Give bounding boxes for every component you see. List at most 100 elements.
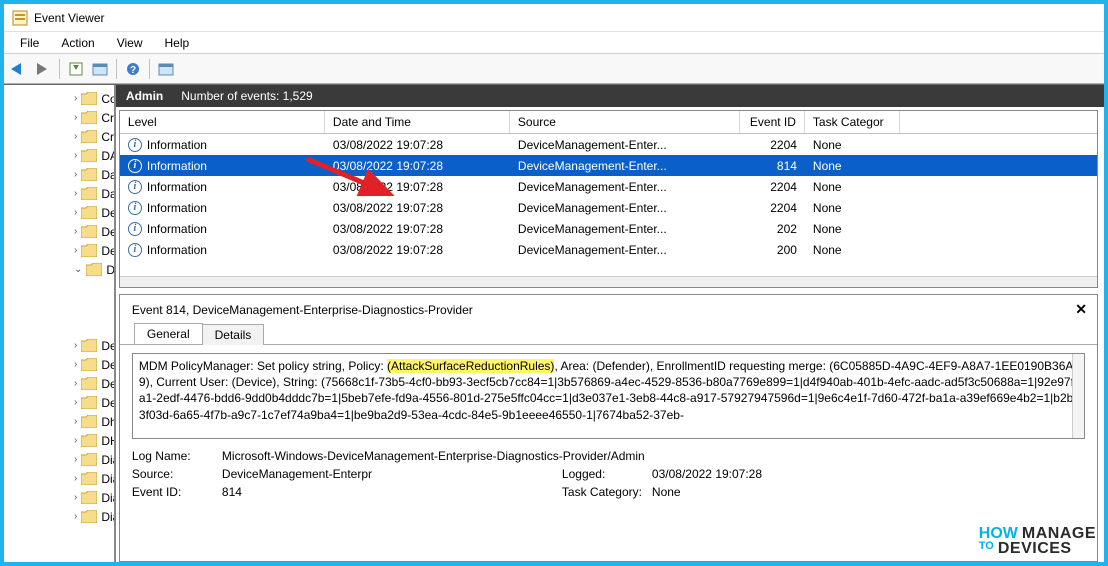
tree-item-autopilot[interactable]: Autopilot	[4, 298, 114, 317]
msg-pre: MDM PolicyManager: Set policy string, Po…	[139, 359, 387, 373]
prop-eventid-v: 814	[222, 485, 562, 499]
toolbar-separator	[116, 59, 117, 79]
tree-item-deviceguard[interactable]: ›DeviceGuard	[4, 241, 114, 260]
col-task[interactable]: Task Categor	[805, 111, 900, 133]
chevron-right-icon[interactable]: ›	[74, 416, 77, 427]
chevron-right-icon[interactable]: ›	[74, 397, 77, 408]
prop-taskcat-v: None	[652, 485, 812, 499]
folder-icon	[81, 225, 97, 239]
tree-item-deviceupdateagent[interactable]: ›DeviceUpdateAgent	[4, 393, 114, 412]
tab-details[interactable]: Details	[202, 324, 265, 345]
tree-item-label: Crypto-DPAPI	[101, 111, 116, 125]
tree-item-label: DeviceSetupManager	[101, 358, 116, 372]
event-message: MDM PolicyManager: Set policy string, Po…	[132, 353, 1085, 439]
tree-item-desired-state-configuration[interactable]: ›Desired State Configuration	[4, 222, 114, 241]
event-date: 03/08/2022 19:07:28	[325, 222, 510, 236]
event-row[interactable]: iInformation03/08/2022 19:07:28DeviceMan…	[120, 134, 1097, 155]
chevron-right-icon[interactable]: ›	[74, 492, 77, 503]
tree-item-dhcp-client[interactable]: ›Dhcp-Client	[4, 412, 114, 431]
toolbar-separator	[149, 59, 150, 79]
tree-pane[interactable]: ›CorruptedFileRecovery-Server›Crypto-DPA…	[4, 85, 116, 562]
horizontal-scrollbar[interactable]	[120, 276, 1097, 287]
help-icon[interactable]: ?	[122, 58, 144, 80]
chevron-right-icon[interactable]: ›	[74, 473, 77, 484]
prop-source-k: Source:	[132, 467, 222, 481]
event-list[interactable]: Level Date and Time Source Event ID Task…	[119, 110, 1098, 288]
event-row[interactable]: iInformation03/08/2022 19:07:28DeviceMan…	[120, 176, 1097, 197]
event-row[interactable]: iInformation03/08/2022 19:07:28DeviceMan…	[120, 155, 1097, 176]
admin-title: Admin	[126, 89, 163, 103]
properties-icon[interactable]	[89, 58, 111, 80]
refresh-action-icon[interactable]	[65, 58, 87, 80]
filter-icon[interactable]	[155, 58, 177, 80]
folder-icon	[86, 263, 102, 277]
tree-item-devicesetupmanager[interactable]: › DeviceSetupManager	[4, 355, 114, 374]
event-id: 814	[740, 159, 805, 173]
event-list-header[interactable]: Level Date and Time Source Event ID Task…	[120, 111, 1097, 134]
prop-taskcat-k: Task Category:	[562, 485, 652, 499]
chevron-right-icon[interactable]: ›	[74, 131, 77, 142]
chevron-right-icon[interactable]: ›	[74, 511, 77, 522]
chevron-right-icon[interactable]: ›	[74, 169, 77, 180]
tree-item-diagnosis-scheduled[interactable]: ›Diagnosis-Scheduled	[4, 507, 114, 526]
tree-item-diagnosis-pcw[interactable]: ›Diagnosis-PCW	[4, 469, 114, 488]
tab-general[interactable]: General	[134, 323, 203, 344]
col-eventid[interactable]: Event ID	[740, 111, 805, 133]
chevron-right-icon[interactable]: ›	[74, 188, 77, 199]
tree-item-crypto-dpapi[interactable]: › Crypto-DPAPI	[4, 108, 114, 127]
tree-item-dhcpv6-client[interactable]: ›DHCPv6-Client	[4, 431, 114, 450]
chevron-right-icon[interactable]: ›	[74, 378, 77, 389]
tree-item-deduplication[interactable]: ›Deduplication	[4, 203, 114, 222]
back-icon[interactable]	[8, 58, 30, 80]
col-level[interactable]: Level	[120, 111, 325, 133]
tree-item-admin[interactable]: Admin	[4, 279, 114, 298]
chevron-right-icon[interactable]: ›	[74, 245, 77, 256]
chevron-right-icon[interactable]: ›	[74, 340, 77, 351]
event-row[interactable]: iInformation03/08/2022 19:07:28DeviceMan…	[120, 239, 1097, 260]
chevron-right-icon[interactable]: ›	[74, 207, 77, 218]
tree-item-devicemanagement-enterprise-diagnostic[interactable]: ⌄DeviceManagement-Enterprise-Diagnostic	[4, 260, 114, 279]
menu-help[interactable]: Help	[155, 34, 200, 52]
menu-file[interactable]: File	[10, 34, 49, 52]
event-row[interactable]: iInformation03/08/2022 19:07:28DeviceMan…	[120, 218, 1097, 239]
tree-item-label: DateTimeControlPanel	[101, 187, 116, 201]
tree-item-corruptedfilerecovery-server[interactable]: ›CorruptedFileRecovery-Server	[4, 89, 114, 108]
tree-item-dal-provider[interactable]: ›DAL-Provider	[4, 146, 114, 165]
chevron-right-icon[interactable]: ›	[74, 150, 77, 161]
chevron-right-icon[interactable]: ›	[74, 454, 77, 465]
menu-view[interactable]: View	[107, 34, 153, 52]
col-source[interactable]: Source	[510, 111, 740, 133]
chevron-down-icon[interactable]: ⌄	[74, 264, 82, 275]
vertical-scrollbar[interactable]	[1072, 354, 1084, 438]
folder-icon	[81, 396, 97, 410]
folder-icon	[81, 377, 97, 391]
chevron-right-icon[interactable]: ›	[74, 359, 77, 370]
prop-logged-v: 03/08/2022 19:07:28	[652, 467, 812, 481]
event-level: Information	[147, 222, 207, 236]
chevron-right-icon[interactable]: ›	[74, 93, 77, 104]
tree-item-dataintegrityscan[interactable]: ›DataIntegrityScan	[4, 165, 114, 184]
tree-item-datetimecontrolpanel[interactable]: › DateTimeControlPanel	[4, 184, 114, 203]
tree-item-devices-background[interactable]: ›Devices-Background	[4, 336, 114, 355]
chevron-right-icon[interactable]: ›	[74, 226, 77, 237]
chevron-right-icon[interactable]: ›	[74, 435, 77, 446]
col-date[interactable]: Date and Time	[325, 111, 510, 133]
tree-item-operational[interactable]: Operational	[4, 317, 114, 336]
forward-icon[interactable]	[32, 58, 54, 80]
folder-icon	[81, 206, 97, 220]
tree-item-devicesync[interactable]: ›DeviceSync	[4, 374, 114, 393]
window-title: Event Viewer	[34, 11, 104, 25]
close-icon[interactable]: ✕	[1075, 301, 1087, 318]
tree-item-diagnosis-dps[interactable]: ›Diagnosis-DPS	[4, 450, 114, 469]
event-level: Information	[147, 243, 207, 257]
event-level: Information	[147, 159, 207, 173]
tree-item-crypto-ncrypt[interactable]: ›Crypto-NCrypt	[4, 127, 114, 146]
tree-item-diagnosis-pla[interactable]: ›Diagnosis-PLA	[4, 488, 114, 507]
folder-icon	[81, 434, 97, 448]
chevron-right-icon[interactable]: ›	[74, 112, 77, 123]
event-id: 200	[740, 243, 805, 257]
event-id: 2204	[740, 201, 805, 215]
menu-action[interactable]: Action	[51, 34, 104, 52]
event-task: None	[805, 159, 900, 173]
event-row[interactable]: iInformation03/08/2022 19:07:28DeviceMan…	[120, 197, 1097, 218]
